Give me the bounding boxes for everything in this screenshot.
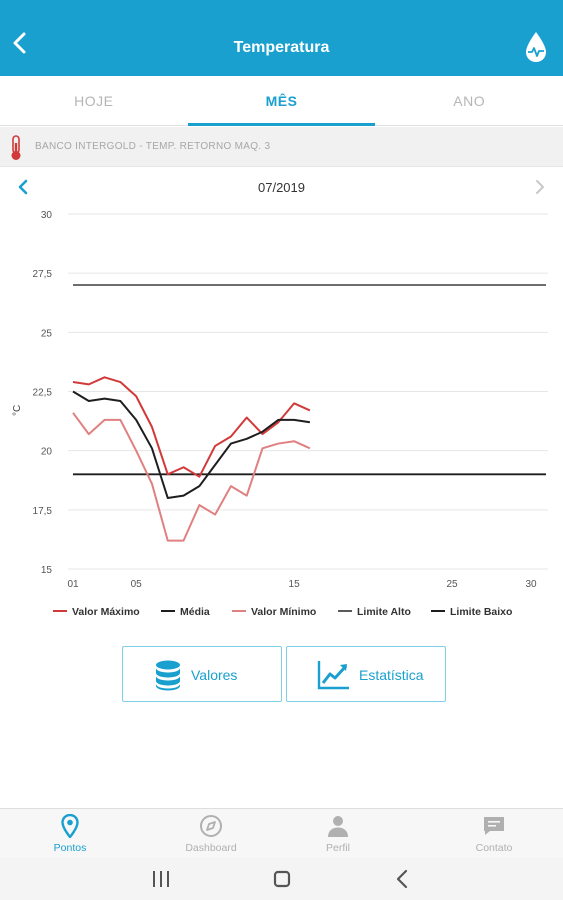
legend-label: Limite Alto (357, 606, 411, 618)
sensor-label: BANCO INTERGOLD - TEMP. RETORNO MAQ. 3 (35, 141, 271, 152)
app-header: Temperatura (0, 0, 563, 76)
x-tick-label: 05 (131, 579, 143, 590)
x-tick-label: 15 (289, 579, 301, 590)
person-icon (328, 816, 348, 837)
chat-icon (484, 817, 504, 835)
chevron-right-icon[interactable] (533, 179, 547, 195)
recent-apps-icon[interactable] (150, 868, 172, 890)
nav-pontos-label: Pontos (53, 842, 87, 854)
y-tick-label: 20 (41, 447, 53, 458)
y-tick-label: 27,5 (33, 269, 53, 280)
period-tabs: HOJE MÊS ANO (0, 76, 563, 126)
valor-minimo-line (72, 412, 311, 542)
nav-dashboard[interactable]: Dashboard (141, 809, 281, 859)
back-arrow-icon[interactable] (8, 30, 32, 56)
y-tick-label: 15 (41, 565, 53, 576)
location-pin-icon (61, 814, 79, 838)
nav-contato[interactable]: Contato (424, 809, 563, 859)
current-month: 07/2019 (258, 180, 305, 195)
month-navigator: 07/2019 (0, 168, 563, 206)
nav-perfil[interactable]: Perfil (268, 809, 408, 859)
compass-icon (200, 815, 222, 837)
chevron-left-icon[interactable] (16, 179, 30, 195)
valor-maximo-line (72, 376, 311, 478)
y-tick-label: 17,5 (33, 506, 53, 517)
x-tick-label: 01 (67, 579, 79, 590)
legend-label: Valor Mínimo (251, 606, 316, 618)
system-back-icon[interactable] (392, 868, 414, 890)
x-tick-label: 30 (525, 579, 537, 590)
estatistica-label: Estatística (359, 667, 424, 683)
action-buttons: Valores Estatística (122, 646, 448, 702)
database-icon (156, 660, 180, 691)
tab-hoje[interactable]: HOJE (74, 93, 114, 109)
sensor-bar: BANCO INTERGOLD - TEMP. RETORNO MAQ. 3 (0, 127, 563, 167)
nav-pontos[interactable]: Pontos (0, 809, 140, 859)
valores-label: Valores (191, 667, 238, 683)
legend-label: Média (180, 606, 210, 618)
y-tick-label: 25 (41, 328, 53, 339)
home-icon[interactable] (271, 868, 293, 890)
temperature-chart: 30 27,5 25 22,5 20 17,5 15 °C 01 05 15 25 30 Valor Má… (12, 210, 548, 618)
nav-perfil-label: Perfil (326, 842, 350, 854)
y-axis-label: °C (12, 405, 23, 416)
media-line (72, 390, 311, 499)
tab-ano[interactable]: ANO (453, 93, 486, 109)
tab-mes[interactable]: MÊS (187, 76, 376, 126)
legend-label: Valor Máximo (72, 606, 140, 618)
y-tick-label: 30 (41, 210, 53, 221)
bottom-navigation: Pontos Dashboard Perfil Contato (0, 808, 563, 858)
x-tick-label: 25 (446, 579, 458, 590)
nav-contato-label: Contato (475, 842, 513, 854)
y-tick-label: 22,5 (33, 388, 53, 399)
system-nav-bar (0, 858, 563, 900)
valores-button[interactable]: Valores (122, 646, 282, 702)
page-title: Temperatura (233, 39, 330, 56)
estatistica-button[interactable]: Estatística (286, 646, 446, 702)
legend-label: Limite Baixo (450, 606, 512, 618)
nav-dashboard-label: Dashboard (185, 842, 237, 854)
water-drop-icon[interactable] (523, 30, 549, 64)
thermometer-icon (11, 135, 21, 160)
chart-trend-icon (317, 661, 349, 690)
